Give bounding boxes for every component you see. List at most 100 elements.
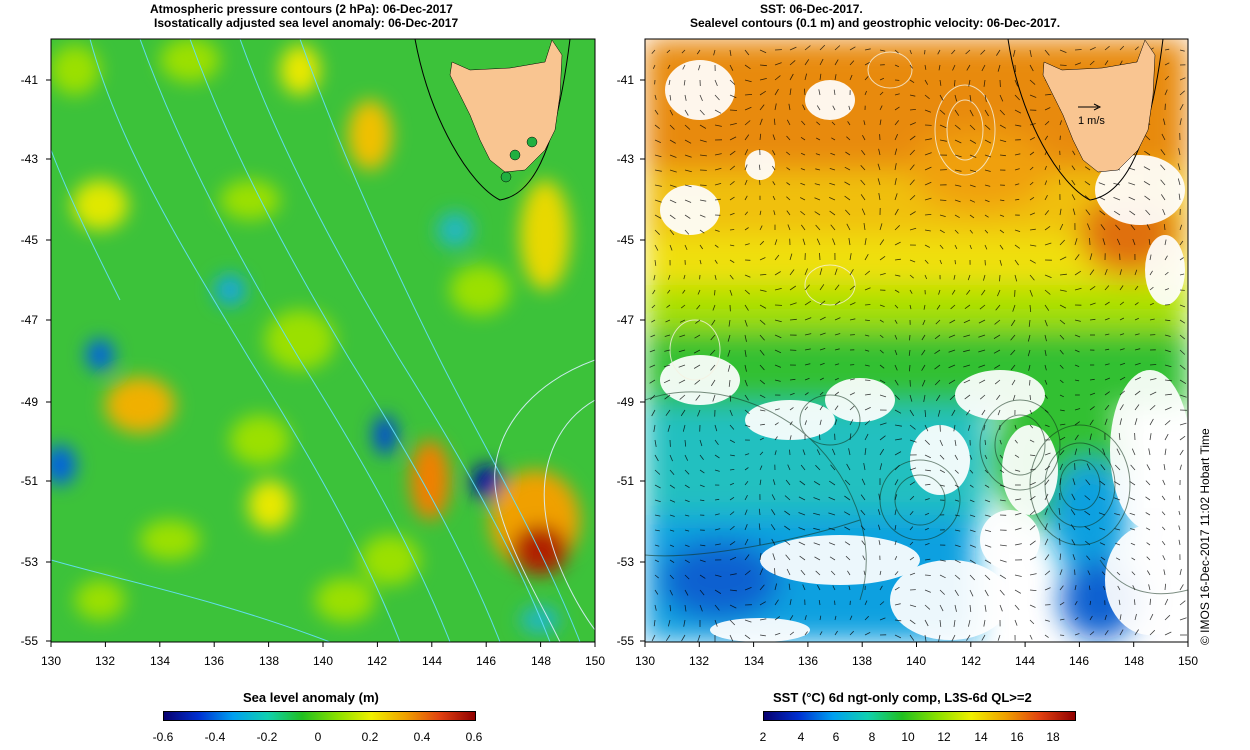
velocity-arrow bbox=[969, 484, 974, 488]
velocity-arrow bbox=[759, 394, 766, 399]
velocity-arrow bbox=[969, 454, 973, 460]
velocity-arrow bbox=[714, 153, 722, 156]
velocity-arrow bbox=[1044, 538, 1049, 546]
velocity-arrow bbox=[1134, 348, 1141, 351]
velocity-arrow bbox=[951, 49, 956, 55]
velocity-arrow bbox=[1134, 362, 1141, 366]
left-colorbar-tick: -0.4 bbox=[204, 730, 226, 744]
velocity-arrow bbox=[894, 64, 900, 68]
velocity-arrow bbox=[1059, 618, 1065, 621]
velocity-arrow bbox=[834, 333, 841, 336]
velocity-arrow bbox=[1044, 195, 1048, 201]
velocity-arrow bbox=[1143, 181, 1151, 186]
velocity-arrow bbox=[1144, 135, 1151, 141]
velocity-arrow bbox=[786, 196, 791, 201]
velocity-arrow bbox=[1148, 448, 1151, 456]
velocity-arrow bbox=[999, 274, 1001, 282]
velocity-arrow bbox=[1104, 391, 1110, 396]
right-colorbar bbox=[763, 711, 1076, 721]
velocity-arrow bbox=[729, 496, 735, 501]
velocity-arrow bbox=[1044, 508, 1048, 516]
velocity-arrow bbox=[963, 349, 971, 353]
velocity-arrow bbox=[894, 540, 897, 546]
velocity-arrow bbox=[1161, 526, 1166, 531]
velocity-arrow bbox=[924, 259, 929, 264]
velocity-arrow bbox=[684, 544, 690, 547]
right-colorbar-tick: 18 bbox=[1046, 730, 1060, 744]
velocity-arrow bbox=[1164, 614, 1171, 621]
velocity-arrow bbox=[1028, 364, 1031, 371]
velocity-arrow bbox=[1044, 319, 1048, 327]
velocity-arrow bbox=[1084, 181, 1091, 186]
velocity-arrow bbox=[1134, 613, 1137, 621]
velocity-arrow bbox=[714, 167, 722, 171]
velocity-arrow bbox=[954, 589, 959, 597]
velocity-arrow bbox=[844, 541, 851, 546]
velocity-arrow bbox=[774, 288, 782, 291]
velocity-arrow bbox=[864, 48, 871, 51]
velocity-arrow bbox=[714, 124, 722, 127]
velocity-arrow bbox=[999, 244, 1004, 250]
velocity-arrow bbox=[1116, 448, 1121, 456]
velocity-arrow bbox=[784, 510, 791, 516]
velocity-arrow bbox=[684, 589, 689, 596]
velocity-arrow bbox=[789, 615, 794, 621]
velocity-arrow bbox=[1164, 349, 1172, 353]
velocity-arrow bbox=[818, 89, 821, 96]
velocity-arrow bbox=[894, 349, 898, 356]
velocity-arrow bbox=[744, 227, 749, 231]
velocity-arrow bbox=[954, 484, 960, 488]
velocity-arrow bbox=[1177, 163, 1181, 171]
velocity-arrow bbox=[1058, 523, 1061, 531]
velocity-arrow bbox=[966, 634, 971, 641]
velocity-arrow bbox=[964, 304, 971, 310]
velocity-arrow bbox=[669, 139, 676, 144]
velocity-arrow bbox=[684, 109, 689, 116]
velocity-arrow bbox=[948, 349, 956, 353]
velocity-arrow bbox=[819, 316, 826, 321]
velocity-arrow bbox=[983, 619, 986, 627]
velocity-arrow bbox=[669, 469, 675, 476]
velocity-arrow bbox=[939, 214, 946, 217]
velocity-arrow bbox=[1134, 317, 1139, 321]
velocity-arrow bbox=[864, 433, 869, 441]
velocity-arrow bbox=[654, 574, 659, 579]
velocity-arrow bbox=[804, 333, 812, 336]
velocity-arrow bbox=[684, 229, 690, 235]
velocity-arrow bbox=[954, 199, 961, 203]
velocity-arrow bbox=[804, 420, 807, 426]
velocity-arrow bbox=[864, 90, 867, 96]
velocity-arrow bbox=[848, 448, 851, 456]
velocity-arrow bbox=[879, 570, 882, 576]
velocity-arrow bbox=[714, 183, 722, 186]
velocity-arrow bbox=[948, 379, 956, 384]
velocity-arrow bbox=[699, 439, 703, 447]
velocity-arrow bbox=[1029, 379, 1031, 386]
velocity-arrow bbox=[684, 604, 687, 612]
velocity-arrow bbox=[664, 334, 671, 337]
velocity-arrow bbox=[744, 319, 748, 327]
velocity-arrow bbox=[774, 62, 782, 66]
velocity-arrow bbox=[714, 589, 722, 594]
velocity-arrow bbox=[864, 379, 871, 381]
velocity-arrow bbox=[999, 139, 1007, 143]
velocity-arrow bbox=[999, 544, 1007, 547]
velocity-arrow bbox=[997, 289, 1001, 297]
velocity-arrow bbox=[744, 349, 747, 357]
velocity-arrow bbox=[819, 300, 826, 306]
velocity-arrow bbox=[909, 541, 914, 546]
velocity-arrow bbox=[984, 454, 988, 460]
velocity-arrow bbox=[785, 554, 791, 561]
velocity-arrow bbox=[1164, 89, 1168, 96]
velocity-arrow bbox=[1029, 196, 1035, 201]
velocity-arrow bbox=[834, 600, 836, 606]
velocity-arrow bbox=[684, 199, 692, 203]
velocity-arrow bbox=[744, 49, 750, 56]
velocity-arrow bbox=[1044, 304, 1050, 311]
velocity-arrow bbox=[1014, 619, 1018, 626]
velocity-arrow bbox=[978, 334, 986, 338]
velocity-arrow bbox=[729, 469, 735, 471]
velocity-arrow bbox=[1119, 629, 1124, 636]
velocity-arrow bbox=[938, 289, 941, 295]
velocity-arrow bbox=[1104, 614, 1107, 621]
